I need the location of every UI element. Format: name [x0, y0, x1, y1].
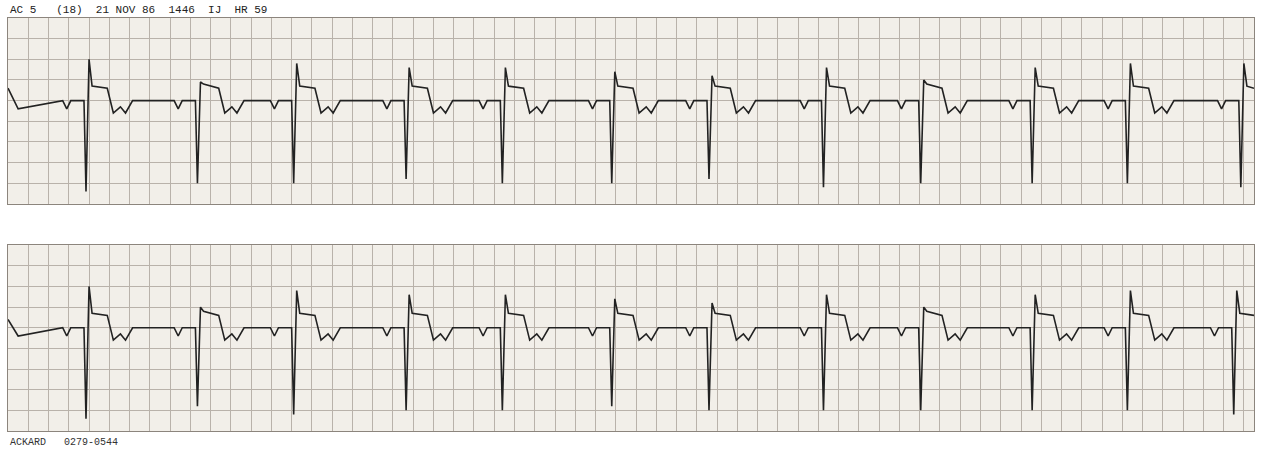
svg-text:AC 5 (18) 21 NOV 86 1446: AC 5 (18) 21 NOV 86 1446 IJ HR 59: [10, 4, 267, 16]
svg-text:ACKARD 0279-0544: ACKARD 0279-0544: [10, 437, 118, 448]
